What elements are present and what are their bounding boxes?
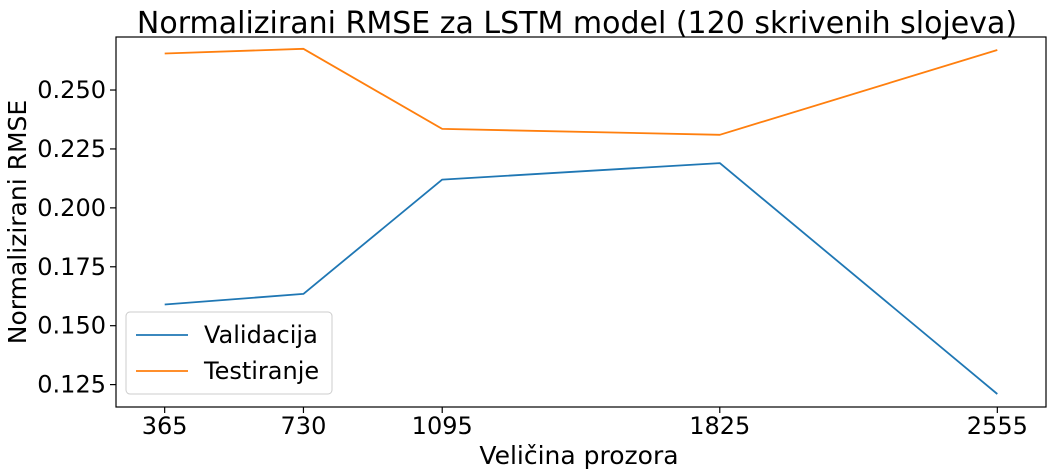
- series-lines: [164, 47, 998, 395]
- legend-label: Testiranje: [203, 357, 319, 385]
- y-tick-label: 0.150: [37, 312, 106, 340]
- y-axis: 0.125 0.150 0.175 0.200 0.225 0.250: [37, 76, 116, 399]
- series-line-validacija: [164, 162, 998, 395]
- chart-title: Normalizirani RMSE za LSTM model (120 sk…: [137, 6, 1017, 41]
- x-axis: 365 730 1095 1825 2555: [142, 407, 1028, 440]
- plot-frame: [115, 36, 1047, 408]
- legend-box: [125, 311, 333, 395]
- x-tick-label: 1095: [412, 412, 473, 440]
- x-tick-label: 365: [142, 412, 188, 440]
- x-tick-label: 2555: [967, 412, 1028, 440]
- y-tick-label: 0.175: [37, 253, 106, 281]
- legend: Validacija Testiranje: [125, 311, 333, 395]
- x-axis-label: Veličina prozora: [479, 441, 678, 470]
- x-tick-label: 730: [281, 412, 327, 440]
- y-tick-label: 0.200: [37, 194, 106, 222]
- y-tick-label: 0.125: [37, 371, 106, 399]
- y-axis-label: Normalizirani RMSE: [3, 100, 32, 344]
- y-tick-label: 0.250: [37, 76, 106, 104]
- series-line-testiranje: [164, 47, 998, 136]
- x-tick-label: 1825: [689, 412, 750, 440]
- y-tick-label: 0.225: [37, 135, 106, 163]
- legend-label: Validacija: [204, 321, 318, 349]
